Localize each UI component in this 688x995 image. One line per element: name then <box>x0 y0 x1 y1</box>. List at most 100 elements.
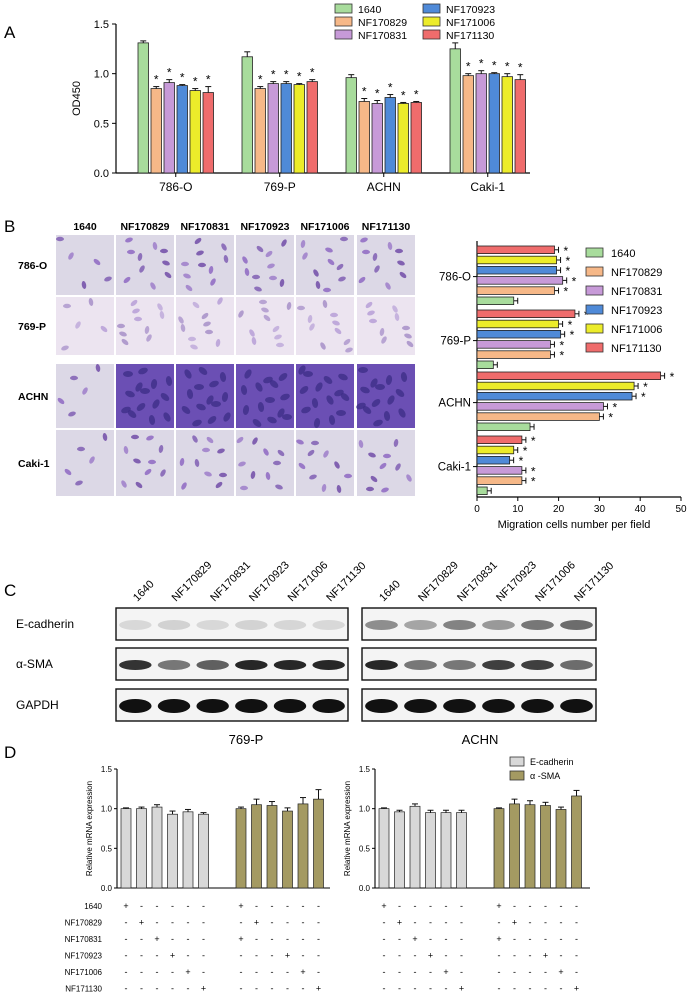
significance-star: * <box>193 75 198 89</box>
cell-blob <box>130 299 138 307</box>
sign-mark: - <box>202 901 205 911</box>
cell-blob <box>210 278 216 286</box>
sign-mark: - <box>575 901 578 911</box>
bar <box>397 103 409 174</box>
sign-mark: - <box>271 967 274 977</box>
cell-blob <box>146 334 152 342</box>
blot-band <box>404 620 437 630</box>
bar <box>306 81 318 174</box>
blot-band <box>235 620 268 630</box>
blot-band <box>196 699 229 713</box>
cell-blob <box>383 411 391 421</box>
significance-star: * <box>641 390 646 404</box>
cell-blob <box>392 305 398 313</box>
bar <box>476 422 531 431</box>
bar <box>475 73 487 174</box>
cell-blob <box>206 436 214 444</box>
bar <box>571 795 582 889</box>
cell-blob <box>219 472 227 478</box>
micrograph <box>357 297 415 355</box>
sign-mark: - <box>544 934 547 944</box>
cell-blob <box>406 340 414 348</box>
cell-blob <box>75 321 81 329</box>
cell-blob <box>370 378 378 388</box>
y-axis-label: OD450 <box>71 81 83 116</box>
bar <box>476 286 555 295</box>
cell-blob <box>198 367 208 375</box>
sign-mark: - <box>445 901 448 911</box>
sign-mark: + <box>285 951 290 961</box>
sign-mark: - <box>140 951 143 961</box>
cell-blob <box>397 260 405 266</box>
x-tick-label: 20 <box>553 504 565 515</box>
category-label: 786-O <box>159 180 192 194</box>
cell-blob <box>265 250 273 258</box>
cell-blob <box>89 456 95 464</box>
bar <box>293 84 305 174</box>
cell-blob <box>276 342 284 348</box>
bar <box>514 79 526 174</box>
cell-blob <box>244 268 250 276</box>
micrograph-column-label: NF171006 <box>300 221 349 233</box>
significance-star: * <box>206 73 211 87</box>
x-tick-label: 30 <box>594 504 606 515</box>
sign-mark: - <box>255 951 258 961</box>
bar <box>163 82 175 174</box>
sign-mark: - <box>398 967 401 977</box>
cell-blob <box>385 282 391 290</box>
cell-blob <box>148 459 156 465</box>
panel-label-c: C <box>4 581 16 600</box>
bar <box>384 97 396 174</box>
blot-band <box>365 699 398 713</box>
cell-blob <box>186 389 194 399</box>
bar <box>501 76 513 174</box>
sign-mark: + <box>316 984 321 994</box>
significance-star: * <box>362 85 367 99</box>
legend-swatch <box>422 29 441 40</box>
sign-mark: - <box>171 967 174 977</box>
cell-blob <box>273 460 281 466</box>
sign-mark: - <box>445 934 448 944</box>
sign-mark: - <box>240 967 243 977</box>
sign-mark: - <box>171 901 174 911</box>
blot-band <box>365 620 398 630</box>
significance-star: * <box>566 264 571 278</box>
significance-star: * <box>572 274 577 288</box>
cell-blob <box>202 447 210 453</box>
category-label: 769-P <box>440 336 471 348</box>
micrograph-column-label: NF170831 <box>180 221 229 233</box>
cell-blob <box>252 274 260 280</box>
blot-cell-line-label: ACHN <box>462 732 499 747</box>
sign-mark: - <box>140 967 143 977</box>
cell-blob <box>343 338 351 346</box>
cell-blob <box>370 475 378 483</box>
bar <box>555 809 567 889</box>
sign-mark: + <box>496 901 501 911</box>
blot-band <box>482 699 515 713</box>
sign-mark: - <box>187 901 190 911</box>
y-axis-label: Relative mRNA expression <box>85 781 94 876</box>
bar <box>476 371 662 380</box>
cell-blob <box>269 275 277 281</box>
cell-blob <box>240 385 248 395</box>
cell-blob <box>236 436 244 444</box>
sign-mark: + <box>300 967 305 977</box>
cell-blob <box>263 314 271 322</box>
sign-mark: - <box>398 951 401 961</box>
cell-blob <box>157 303 163 311</box>
significance-star: * <box>154 73 159 87</box>
category-label: 786-O <box>439 272 471 284</box>
cell-blob <box>373 419 383 427</box>
cell-blob <box>282 414 292 420</box>
blot-frame <box>361 647 597 681</box>
sign-mark: + <box>238 934 243 944</box>
micrograph <box>56 430 114 496</box>
bar <box>476 296 515 305</box>
bar <box>345 77 357 174</box>
blot-band <box>196 660 229 670</box>
sign-mark: - <box>560 901 563 911</box>
sign-mark: - <box>460 934 463 944</box>
legend-swatch <box>334 16 353 27</box>
cell-blob <box>322 300 328 308</box>
cell-blob <box>238 310 244 318</box>
